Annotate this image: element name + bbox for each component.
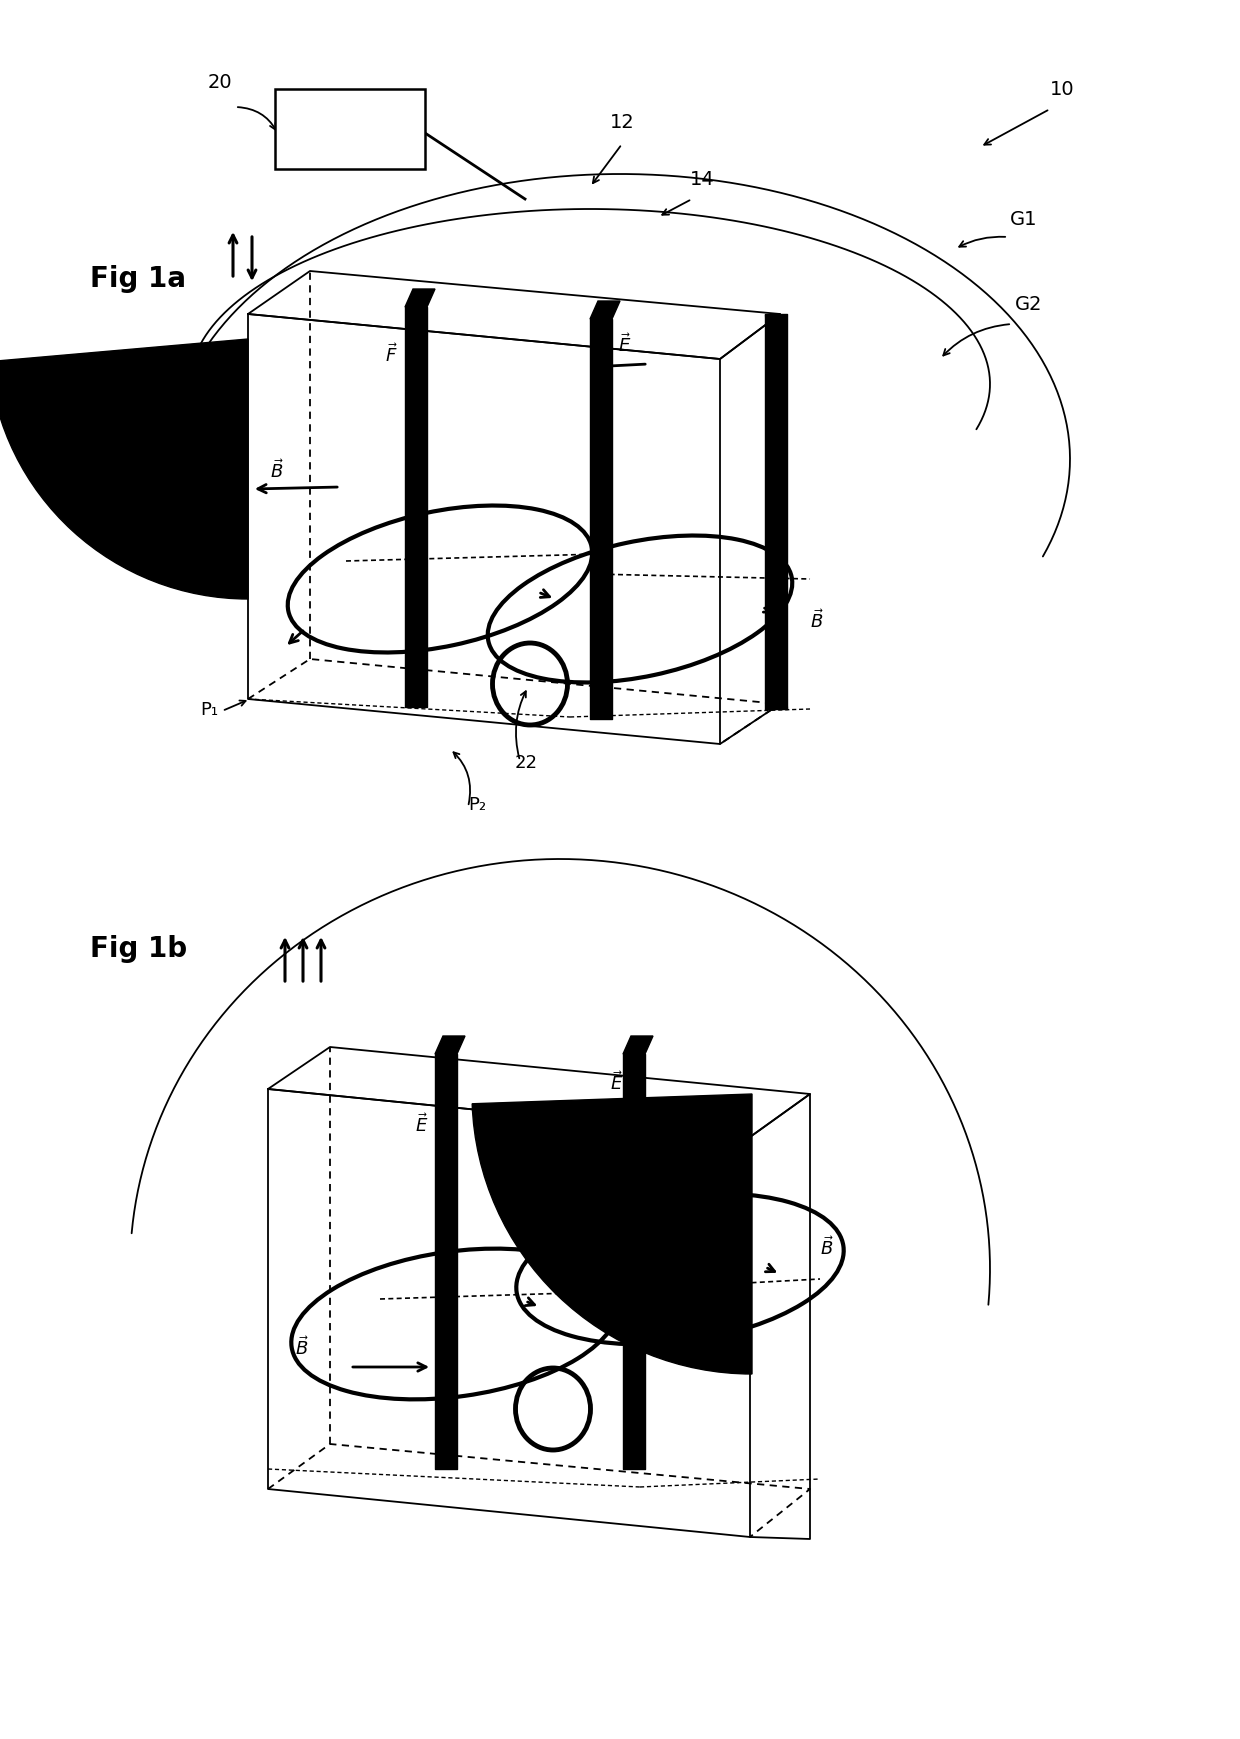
Text: $\vec{E}$: $\vec{E}$ <box>610 1071 624 1094</box>
Text: 12: 12 <box>610 113 635 132</box>
Text: Fig 1a: Fig 1a <box>91 264 186 292</box>
Text: $\vec{B}$: $\vec{B}$ <box>295 1336 309 1358</box>
Polygon shape <box>590 303 620 320</box>
Text: $\vec{B}$: $\vec{B}$ <box>810 609 825 631</box>
Text: Fig 1b: Fig 1b <box>91 934 187 962</box>
Text: G2: G2 <box>1016 296 1043 313</box>
Wedge shape <box>0 339 248 600</box>
Polygon shape <box>405 290 435 308</box>
Text: $\vec{B}$: $\vec{B}$ <box>270 459 284 482</box>
Text: P₂: P₂ <box>467 795 486 814</box>
Polygon shape <box>435 1036 465 1054</box>
Text: 22: 22 <box>515 753 538 772</box>
Text: $\vec{E}$: $\vec{E}$ <box>618 332 631 356</box>
Text: 20: 20 <box>208 73 233 92</box>
Text: 14: 14 <box>689 170 714 190</box>
Text: P₁: P₁ <box>200 701 218 718</box>
Bar <box>275 90 425 170</box>
Text: G1: G1 <box>1011 210 1038 230</box>
Text: 18: 18 <box>218 454 241 471</box>
Text: $\vec{E}$: $\vec{E}$ <box>415 1113 428 1136</box>
Text: 16: 16 <box>218 530 241 550</box>
Wedge shape <box>472 1094 751 1374</box>
Text: $\vec{B}$: $\vec{B}$ <box>820 1235 835 1259</box>
Polygon shape <box>622 1036 653 1054</box>
Text: 10: 10 <box>1050 80 1075 99</box>
Text: $\vec{F}$: $\vec{F}$ <box>384 343 398 365</box>
